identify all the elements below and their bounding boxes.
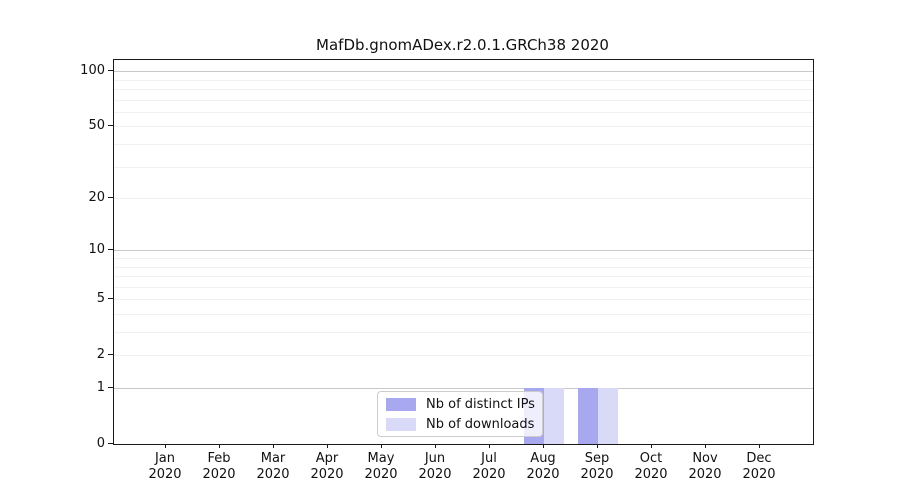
y-tick-label: 50 [88,118,105,134]
gridline-minor [114,166,813,168]
y-tick-mark [108,125,113,127]
gridline-minor [114,144,813,145]
x-tick-mark [273,444,274,448]
x-tick-label: Jul 2020 [472,451,506,482]
gridline-minor [114,313,813,315]
plot-area [113,59,814,445]
y-tick-mark [108,443,113,444]
legend: Nb of distinct IPs Nb of downloads [377,391,543,437]
gridline-minor [114,99,813,101]
gridline-major [114,388,813,389]
legend-label-downloads: Nb of downloads [426,416,535,432]
x-tick-mark [489,444,490,448]
x-tick-mark [759,444,760,448]
x-tick-label: Apr 2020 [310,451,344,482]
legend-swatch-downloads [386,417,416,431]
gridline-minor [114,111,813,113]
legend-item-distinct-ips: Nb of distinct IPs [386,396,535,412]
gridline-minor [114,266,813,268]
x-tick-mark [705,444,706,448]
gridline-minor [114,257,813,259]
y-tick-mark [108,249,113,251]
x-tick-mark [327,444,328,448]
gridline-minor [114,355,813,357]
y-tick-label: 2 [96,347,105,363]
gridline-minor [114,126,813,128]
legend-swatch-distinct-ips [386,397,416,411]
gridline-minor [114,276,813,278]
y-tick-label: 0 [96,436,105,451]
y-tick-label: 1 [96,380,105,395]
x-tick-mark [543,444,544,448]
y-tick-label: 20 [88,190,105,206]
gridline-major [114,250,813,252]
x-tick-label: Jan 2020 [148,451,182,482]
gridline-minor [114,286,813,288]
x-tick-label: Aug 2020 [526,451,560,482]
x-tick-mark [219,444,220,448]
y-tick-mark [108,298,113,300]
gridline-minor [114,89,813,90]
gridline-major [114,71,813,73]
legend-item-downloads: Nb of downloads [386,417,534,432]
x-tick-label: May 2020 [364,451,398,482]
x-tick-label: Jun 2020 [418,451,452,482]
bar-nb-of-downloads-aug [544,388,564,444]
y-tick-mark [108,197,113,199]
x-tick-label: Sep 2020 [580,451,614,482]
y-tick-mark [108,354,113,356]
bar-nb-of-distinct-ips-sep [578,388,598,444]
x-tick-label: Oct 2020 [634,451,668,482]
gridline-minor [114,299,813,301]
x-tick-mark [597,444,598,448]
x-tick-mark [165,444,166,448]
gridline-minor [114,79,813,81]
x-tick-label: Dec 2020 [742,451,776,482]
x-tick-label: Mar 2020 [256,451,290,482]
y-tick-label: 100 [80,63,105,79]
legend-label-distinct-ips: Nb of distinct IPs [426,396,535,412]
x-tick-label: Nov 2020 [688,451,722,482]
chart-title: MafDb.gnomADex.r2.0.1.GRCh38 2020 [316,36,609,54]
x-tick-mark [435,444,436,448]
y-tick-mark [108,387,113,388]
y-tick-label: 5 [96,291,105,307]
y-tick-label: 10 [88,242,105,258]
gridline-minor [114,332,813,333]
y-tick-mark [108,70,113,72]
x-tick-label: Feb 2020 [202,451,236,482]
bar-nb-of-downloads-sep [598,388,618,444]
x-tick-mark [381,444,382,448]
gridline-minor [114,198,813,200]
x-tick-mark [651,444,652,448]
